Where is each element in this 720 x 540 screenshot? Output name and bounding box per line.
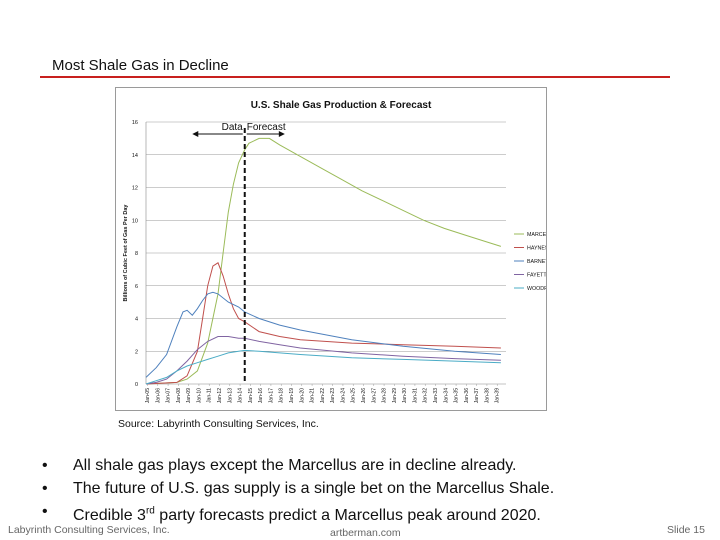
series-line-fayetteville [145,336,501,385]
x-tick-label: Jan-06 [155,388,161,404]
y-tick-label: 0 [135,382,138,388]
ordinal-suffix: rd [145,506,155,517]
series-line-barnett [145,291,501,378]
x-tick-label: Jan-12 [217,388,223,404]
x-tick-label: Jan-21 [310,388,316,404]
x-tick-label: Jan-10 [196,388,202,404]
chart-source: Source: Labyrinth Consulting Services, I… [118,418,319,430]
x-tick-label: Jan-07 [166,388,172,404]
slide-number: Slide 15 [667,524,705,536]
data-arrowhead [192,131,199,137]
bullet-item: • All shale gas plays except the Marcell… [42,454,554,477]
x-tick-label: Jan-19 [289,388,295,404]
footer-company: Labyrinth Consulting Services, Inc. [8,524,170,536]
chart-title: U.S. Shale Gas Production & Forecast [251,100,432,111]
y-tick-label: 2 [135,349,138,355]
x-tick-label: Jan-09 [186,388,192,404]
slide-title: Most Shale Gas in Decline [52,57,229,74]
series-line-haynesville [145,262,501,385]
bullet-dot: • [42,480,48,497]
x-tick-label: Jan-27 [371,388,377,404]
x-tick-label: Jan-24 [340,388,346,404]
forecast-arrowhead [278,131,285,137]
bullet-item: • The future of U.S. gas supply is a sin… [42,477,554,500]
y-tick-label: 10 [132,218,138,224]
legend-label: MARCELLUS [527,232,546,238]
x-tick-label: Jan-15 [248,388,254,404]
bullet-item: • Credible 3rd party forecasts predict a… [42,500,554,527]
x-tick-label: Jan-14 [238,388,244,404]
series-line-marcellus [145,137,502,385]
x-tick-label: Jan-33 [433,388,439,404]
x-tick-label: Jan-37 [474,388,480,404]
y-tick-label: 8 [135,251,138,257]
x-tick-label: Jan-35 [454,388,460,404]
x-tick-label: Jan-28 [382,388,388,404]
x-tick-label: Jan-29 [392,388,398,404]
legend-label: BARNETT [527,259,546,265]
legend-label: WOODFORD [527,286,546,292]
bullet-list: • All shale gas plays except the Marcell… [42,454,554,527]
x-tick-label: Jan-36 [464,388,470,404]
y-axis-label: Billions of Cubic Feet of Gas Per Day [123,204,129,302]
title-underline [40,76,670,78]
x-tick-label: Jan-25 [351,388,357,404]
x-tick-label: Jan-32 [423,388,429,404]
x-tick-label: Jan-34 [443,388,449,404]
x-tick-label: Jan-11 [207,388,213,403]
bullet-text: Credible 3rd party forecasts predict a M… [73,506,541,525]
bullet-text: All shale gas plays except the Marcellus… [73,457,517,474]
forecast-label: Forecast [247,122,286,133]
y-tick-label: 6 [135,284,138,290]
x-tick-label: Jan-31 [412,388,418,404]
x-tick-label: Jan-22 [320,388,326,404]
x-tick-label: Jan-18 [279,388,285,404]
bullet-dot: • [42,503,48,520]
series-line-woodford [145,349,501,385]
legend-label: HAYNESVILLE [527,246,546,252]
x-tick-label: Jan-39 [495,388,501,404]
x-tick-label: Jan-17 [268,388,274,404]
x-tick-label: Jan-08 [176,388,182,404]
x-tick-label: Jan-30 [402,388,408,404]
footer-website: artberman.com [330,527,401,539]
x-tick-label: Jan-20 [299,388,305,404]
shale-gas-chart: U.S. Shale Gas Production & Forecast Bil… [123,100,546,404]
y-tick-label: 12 [132,186,138,192]
x-tick-label: Jan-38 [484,388,490,404]
chart-panel: U.S. Shale Gas Production & Forecast Bil… [115,87,547,411]
bullet-dot: • [42,457,48,474]
x-tick-label: Jan-23 [330,388,336,404]
x-tick-label: Jan-05 [145,388,151,404]
x-tick-label: Jan-13 [227,388,233,404]
legend-label: FAYETTEVILLE [527,273,546,279]
x-tick-label: Jan-26 [361,388,367,404]
x-tick-label: Jan-16 [258,388,264,404]
y-tick-label: 14 [132,153,138,159]
data-label: Data [222,122,244,133]
bullet-text: The future of U.S. gas supply is a singl… [73,480,555,497]
y-tick-label: 16 [132,120,138,126]
y-tick-label: 4 [135,317,138,323]
